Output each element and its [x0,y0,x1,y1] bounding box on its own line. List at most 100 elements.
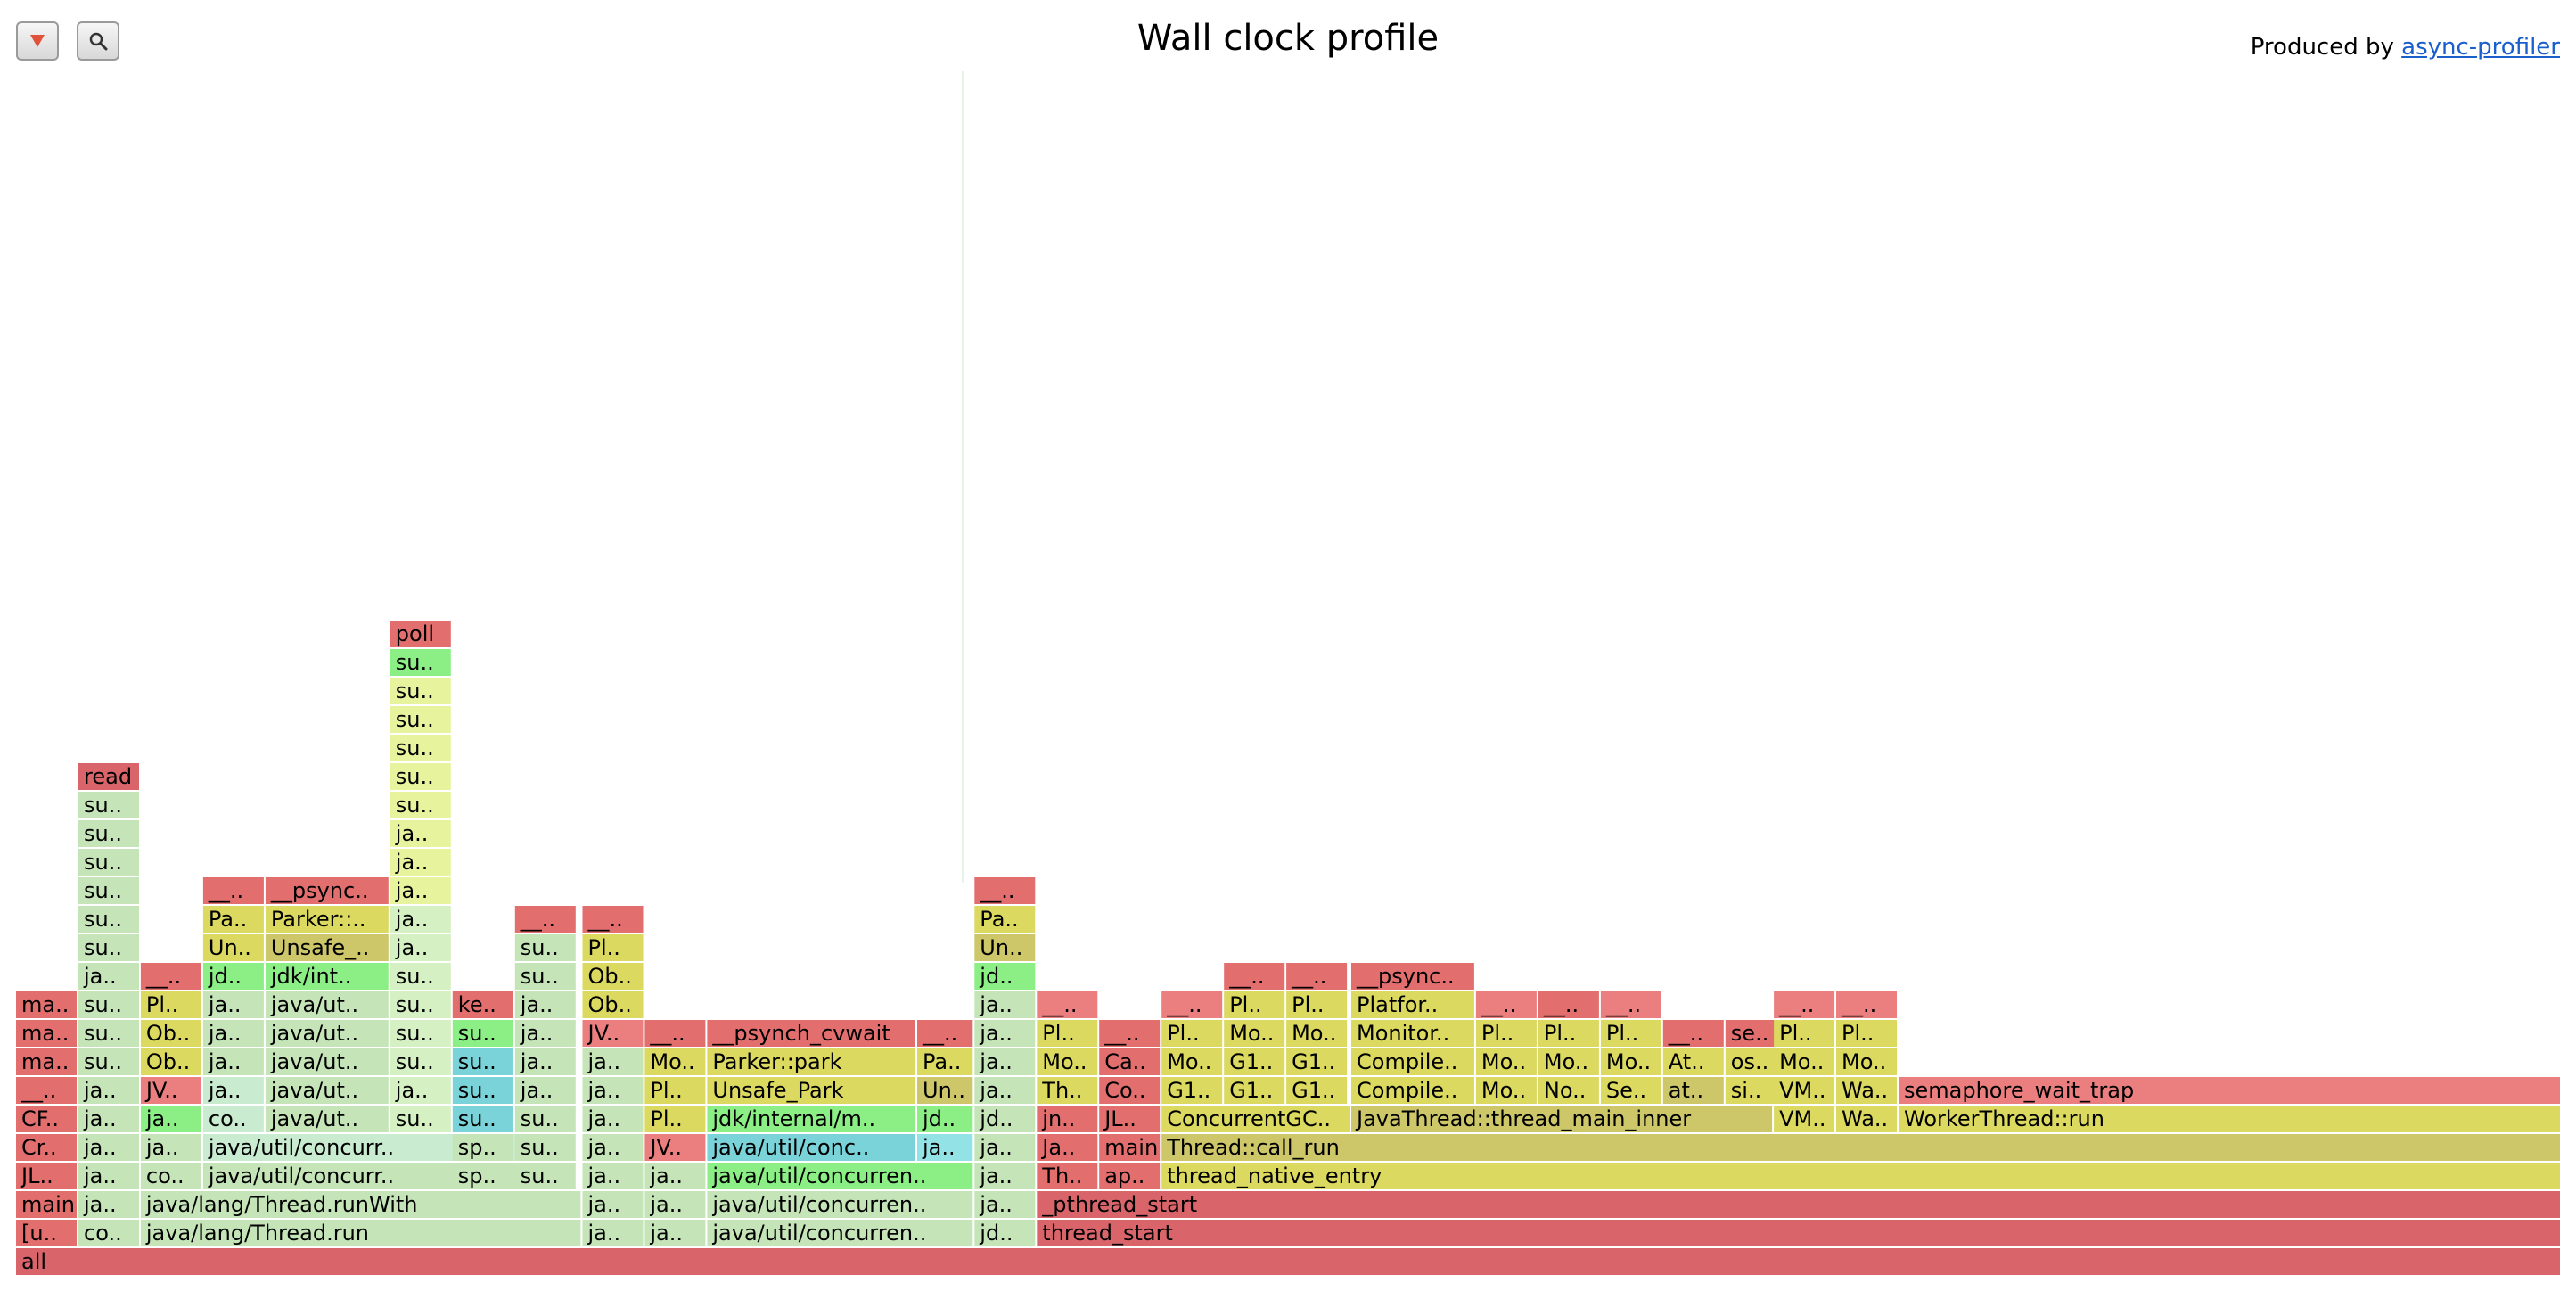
frame-bar[interactable] [16,1163,77,1189]
frame-bar[interactable] [1600,1048,1661,1075]
frame-bar[interactable] [16,1248,2560,1275]
flame-frame[interactable]: Un.. [974,934,1036,961]
flame-frame[interactable]: java/ut.. [265,1048,389,1075]
frame-bar[interactable] [265,1048,389,1075]
frame-bar[interactable] [78,820,139,847]
flame-frame[interactable]: ja.. [582,1048,644,1075]
flame-frame[interactable]: Pa.. [202,906,264,933]
flame-frame[interactable]: __.. [1099,1020,1161,1047]
flame-frame[interactable]: Platfor.. [1351,991,1474,1018]
frame-bar[interactable] [707,1106,915,1132]
flame-frame[interactable]: ja.. [974,1077,1036,1104]
frame-bar[interactable] [265,963,389,990]
flame-frame[interactable]: read [78,763,139,790]
frame-bar[interactable] [390,706,451,733]
flame-frame[interactable]: Mo.. [1538,1048,1599,1075]
async-profiler-link[interactable]: async-profiler [2401,34,2560,61]
frame-bar[interactable] [78,1048,139,1075]
frame-bar[interactable] [16,1220,77,1246]
flame-frame[interactable]: ja.. [644,1191,706,1218]
frame-bar[interactable] [390,763,451,790]
frame-bar[interactable] [582,1134,644,1161]
flame-frame[interactable]: Mo.. [1774,1048,1835,1075]
flame-frame[interactable]: Pl.. [140,991,201,1018]
frame-bar[interactable] [707,1134,915,1161]
frame-bar[interactable] [78,792,139,818]
flame-frame[interactable]: ja.. [390,1077,451,1104]
flame-frame[interactable]: ja.. [917,1134,973,1161]
flame-frame[interactable]: _pthread_start [1037,1191,2560,1218]
frame-bar[interactable] [582,906,644,933]
frame-bar[interactable] [202,963,264,990]
frame-bar[interactable] [582,1020,644,1047]
flame-frame[interactable]: G1.. [1161,1077,1223,1104]
frame-bar[interactable] [1899,1077,2560,1104]
frame-bar[interactable] [1351,1077,1474,1104]
frame-bar[interactable] [202,1020,264,1047]
flame-frame[interactable]: Pl.. [1774,1020,1835,1047]
flame-frame[interactable]: ja.. [514,1077,576,1104]
frame-bar[interactable] [974,1191,1036,1218]
frame-bar[interactable] [140,991,201,1018]
frame-bar[interactable] [1600,1077,1661,1104]
flame-frame[interactable]: Mo.. [1037,1048,1098,1075]
flame-frame[interactable]: su.. [390,1020,451,1047]
frame-bar[interactable] [1538,1077,1599,1104]
flame-frame[interactable]: java/ut.. [265,1077,389,1104]
frame-bar[interactable] [78,1163,139,1189]
frame-bar[interactable] [974,1020,1036,1047]
flame-frame[interactable]: JL.. [16,1163,77,1189]
flame-frame[interactable]: su.. [78,991,139,1018]
frame-bar[interactable] [917,1048,973,1075]
frame-bar[interactable] [1161,1048,1223,1075]
flame-frame[interactable]: ja.. [202,1077,264,1104]
frame-bar[interactable] [1099,1077,1161,1104]
flame-frame[interactable]: Co.. [1099,1077,1161,1104]
flame-frame[interactable]: ja.. [582,1191,644,1218]
flame-frame[interactable]: Pl.. [1475,1020,1537,1047]
frame-bar[interactable] [917,1106,973,1132]
flame-frame[interactable]: main [16,1191,77,1218]
flame-frame[interactable]: java/util/concurren.. [707,1220,973,1246]
frame-bar[interactable] [582,1191,644,1218]
flame-frame[interactable]: su.. [78,906,139,933]
flame-frame[interactable]: __psynch_cvwait [707,1020,915,1047]
reverse-button[interactable] [16,21,59,61]
flame-frame[interactable]: JV.. [140,1077,201,1104]
flame-frame[interactable]: Pl.. [1836,1020,1897,1047]
frame-bar[interactable] [514,1106,576,1132]
frame-bar[interactable] [452,1048,513,1075]
flame-frame[interactable]: su.. [390,649,451,676]
flame-frame[interactable]: Pa.. [974,906,1036,933]
flame-frame[interactable]: ja.. [140,1134,201,1161]
frame-bar[interactable] [1224,1077,1285,1104]
frame-bar[interactable] [582,1077,644,1104]
flame-frame[interactable]: jd.. [974,963,1036,990]
frame-bar[interactable] [1099,1106,1161,1132]
frame-bar[interactable] [390,877,451,904]
flame-frame[interactable]: ja.. [390,820,451,847]
flame-frame[interactable]: Parker::park [707,1048,915,1075]
flame-frame[interactable]: Ob.. [582,963,644,990]
frame-bar[interactable] [1037,1048,1098,1075]
frame-bar[interactable] [974,1134,1036,1161]
frame-bar[interactable] [1662,1020,1724,1047]
flame-frame[interactable]: java/util/concurren.. [707,1191,973,1218]
frame-bar[interactable] [1774,1020,1835,1047]
frame-bar[interactable] [707,1077,915,1104]
frame-bar[interactable] [140,1048,201,1075]
flame-frame[interactable]: Unsafe_.. [265,934,389,961]
frame-bar[interactable] [974,1220,1036,1246]
frame-bar[interactable] [390,735,451,761]
flame-frame[interactable]: ke.. [452,991,513,1018]
flame-frame[interactable]: su.. [452,1077,513,1104]
frame-bar[interactable] [390,1048,451,1075]
frame-bar[interactable] [390,820,451,847]
flame-frame[interactable]: JavaThread::thread_main_inner [1351,1106,1773,1132]
frame-bar[interactable] [265,1106,389,1132]
frame-bar[interactable] [1774,991,1835,1018]
flame-frame[interactable]: __.. [1161,991,1223,1018]
frame-bar[interactable] [974,1106,1036,1132]
frame-bar[interactable] [1037,1077,1098,1104]
flame-frame[interactable]: su.. [390,706,451,733]
